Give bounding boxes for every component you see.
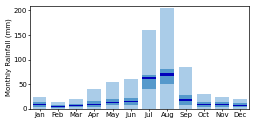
Bar	[214, 102, 228, 107]
Bar	[33, 104, 46, 105]
Bar	[105, 82, 119, 109]
Bar	[214, 104, 228, 105]
Bar	[142, 30, 155, 109]
Bar	[33, 97, 46, 109]
Bar	[160, 8, 173, 109]
Bar	[123, 98, 137, 105]
Bar	[233, 103, 246, 107]
Bar	[87, 89, 101, 109]
Bar	[105, 99, 119, 105]
Bar	[178, 67, 192, 109]
Bar	[51, 106, 64, 107]
Bar	[214, 97, 228, 109]
Bar	[105, 102, 119, 103]
Bar	[51, 102, 64, 109]
Bar	[196, 104, 210, 105]
Bar	[69, 99, 83, 109]
Bar	[233, 99, 246, 109]
Bar	[178, 99, 192, 101]
Bar	[160, 69, 173, 84]
Y-axis label: Monthly Rainfall (mm): Monthly Rainfall (mm)	[6, 18, 12, 96]
Bar	[178, 95, 192, 105]
Bar	[233, 105, 246, 106]
Bar	[87, 104, 101, 105]
Bar	[69, 104, 83, 108]
Bar	[123, 101, 137, 102]
Bar	[51, 105, 64, 108]
Bar	[123, 79, 137, 109]
Bar	[196, 94, 210, 109]
Bar	[142, 76, 155, 89]
Bar	[69, 105, 83, 106]
Bar	[160, 73, 173, 76]
Bar	[87, 101, 101, 107]
Bar	[142, 77, 155, 79]
Bar	[33, 102, 46, 107]
Bar	[196, 102, 210, 107]
